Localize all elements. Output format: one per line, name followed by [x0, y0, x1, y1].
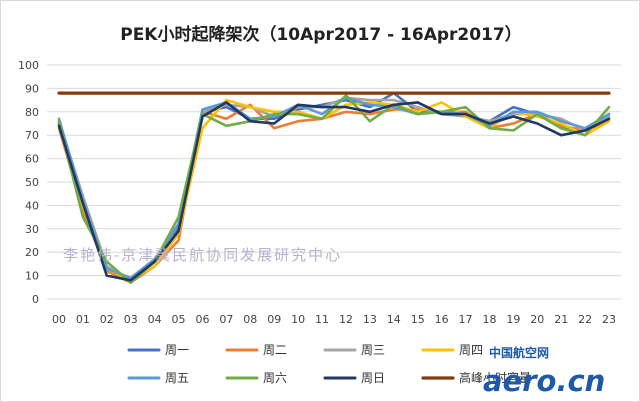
x-tick-label: 07 — [219, 313, 233, 326]
x-tick-label: 15 — [411, 313, 425, 326]
legend-label: 高峰小时容量 — [459, 370, 531, 385]
x-tick-label: 04 — [148, 313, 162, 326]
x-tick-label: 03 — [124, 313, 138, 326]
x-tick-label: 13 — [363, 313, 377, 326]
logo-chinese-text: 中国航空网 — [489, 345, 549, 360]
chart-title: PEK小时起降架次（10Apr2017 - 16Apr2017） — [120, 24, 522, 45]
watermark-text: 李艳伟-京津冀民航协同发展研究中心 — [63, 246, 342, 264]
y-tick-label: 0 — [32, 293, 39, 306]
series-line-6 — [57, 101, 611, 282]
x-tick-label: 14 — [387, 313, 401, 326]
x-tick-label: 09 — [267, 313, 281, 326]
x-tick-label: 05 — [172, 313, 186, 326]
x-tick-label: 18 — [482, 313, 496, 326]
x-tick-label: 00 — [52, 313, 66, 326]
x-tick-label: 06 — [195, 313, 209, 326]
legend-label: 周日 — [361, 371, 385, 385]
y-tick-label: 60 — [25, 153, 39, 166]
aero-logo: 中国航空网 aero.cn — [483, 345, 605, 398]
y-tick-label: 50 — [25, 176, 39, 189]
y-tick-label: 10 — [25, 270, 39, 283]
y-tick-label: 80 — [25, 106, 39, 119]
legend-label: 周一 — [165, 343, 189, 357]
x-tick-label: 23 — [602, 313, 616, 326]
x-tick-label: 08 — [243, 313, 257, 326]
y-tick-label: 90 — [25, 82, 39, 95]
x-tick-label: 10 — [291, 313, 305, 326]
x-tick-label: 19 — [506, 313, 520, 326]
y-axis: 0 10 20 30 40 50 60 70 80 90 100 — [18, 59, 39, 306]
x-tick-label: 21 — [554, 313, 568, 326]
x-tick-label: 11 — [315, 313, 329, 326]
legend-label: 周四 — [459, 343, 483, 357]
x-tick-label: 12 — [339, 313, 353, 326]
y-tick-label: 100 — [18, 59, 39, 72]
logo-english-text: aero.cn — [483, 364, 605, 398]
legend-label: 周三 — [361, 343, 385, 357]
x-tick-label: 17 — [459, 313, 473, 326]
y-tick-label: 40 — [25, 199, 39, 212]
y-tick-label: 20 — [25, 246, 39, 259]
legend-label: 周二 — [263, 343, 287, 357]
legend-label: 周五 — [165, 371, 189, 385]
x-tick-label: 01 — [76, 313, 90, 326]
x-axis: 00 01 02 03 04 05 06 07 08 09 10 11 12 13 14 15 16 17 18 19… — [52, 313, 616, 326]
x-tick-label: 02 — [100, 313, 114, 326]
series-lines — [57, 91, 611, 284]
x-tick-label: 16 — [435, 313, 449, 326]
x-tick-label: 20 — [530, 313, 544, 326]
y-tick-label: 30 — [25, 223, 39, 236]
y-tick-label: 70 — [25, 129, 39, 142]
x-tick-label: 22 — [578, 313, 592, 326]
legend-label: 周六 — [263, 371, 287, 385]
